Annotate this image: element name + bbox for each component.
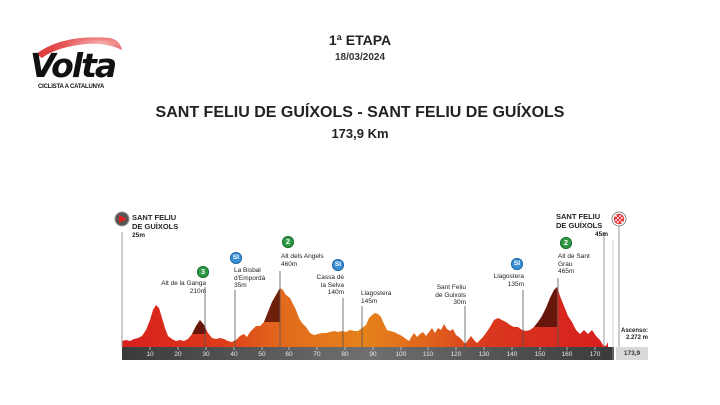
sprint-icon: SI — [511, 258, 523, 270]
axis-tick: 60 — [285, 351, 293, 358]
point-alt-de-sant-grau: Alt de Sant Grau 465m — [558, 253, 590, 276]
axis-tick: 170 — [589, 351, 601, 358]
axis-tick: 150 — [534, 351, 546, 358]
axis-tick: 120 — [450, 351, 462, 358]
axis-tick: 80 — [341, 351, 349, 358]
climb-category-3-icon: 3 — [197, 266, 209, 278]
logo-wordmark: Volta — [30, 46, 117, 85]
axis-tick: 10 — [146, 351, 154, 358]
point-la-bisbal: La Bisbal d'Empordà 35m — [234, 267, 265, 290]
start-name-line2: DE GUÍXOLS — [132, 222, 179, 231]
point-cassa-de-la-selva: Cassa de la Selva 140m — [306, 274, 344, 297]
logo-swoosh-icon — [36, 37, 122, 58]
point-sant-feliu-intermediate: Sant Feliu de Guixols 30m — [426, 284, 466, 307]
sprint-icon: SI — [230, 252, 242, 264]
start-altitude: 25m — [132, 232, 146, 239]
point-name-line2: de Guixols — [435, 291, 466, 299]
point-llagostera-sprint: Llagostera 135m — [488, 273, 524, 288]
axis-tick: 130 — [478, 351, 490, 358]
axis-tick: 90 — [369, 351, 377, 358]
point-name: Alt de la Ganga — [161, 280, 206, 287]
point-altitude: 35m — [234, 282, 247, 289]
axis-tick: 50 — [258, 351, 266, 358]
point-altitude: 135m — [507, 280, 524, 288]
total-distance-box: 173,9 — [616, 347, 648, 360]
climb-category-2-icon: 2 — [560, 237, 572, 249]
profile-area — [122, 287, 608, 347]
finish-label: SANT FELIU DE GUÍXOLS 45m — [556, 212, 608, 239]
route-distance: 173,9 Km — [331, 126, 389, 141]
logo-subtitle: CICLISTA A CATALUNYA — [38, 84, 105, 90]
axis-tick: 140 — [506, 351, 518, 358]
sprint-icon: SI — [332, 259, 344, 271]
axis-tick: 70 — [313, 351, 321, 358]
point-altitude: 210m — [189, 287, 206, 295]
point-name: Alt de Sant — [558, 253, 590, 260]
point-altitude: 30m — [453, 299, 466, 306]
finish-checkered-icon — [611, 211, 627, 227]
point-name-line2: Grau — [558, 260, 573, 268]
axis-tick: 20 — [174, 351, 182, 358]
start-label: SANT FELIU DE GUÍXOLS 25m — [132, 213, 178, 240]
climb-shading-ganga — [192, 320, 206, 334]
point-alt-de-la-ganga: Alt de la Ganga 210m — [150, 280, 206, 295]
axis-tick: 160 — [561, 351, 573, 358]
point-name: La Bisbal — [234, 267, 261, 274]
axis-tick: 30 — [202, 351, 210, 358]
point-altitude: 140m — [327, 289, 344, 296]
point-name: Cassa de — [316, 274, 344, 281]
point-alt-dels-angels: Alt dels Angels 460m — [281, 253, 324, 268]
finish-name-line1: SANT FELIU — [556, 212, 601, 221]
point-name: Sant Feliu — [436, 284, 466, 291]
route-title: SANT FELIU DE GUÍXOLS - SANT FELIU DE GU… — [155, 104, 565, 121]
total-ascent: Ascenso: 2.272 m — [620, 328, 648, 342]
start-flag-icon — [114, 211, 130, 227]
climb-category-2-icon: 2 — [282, 236, 294, 248]
stage-date: 18/03/2024 — [334, 52, 386, 63]
point-name: Llagostera — [493, 273, 524, 280]
stage-title: 1ª ETAPA — [328, 32, 392, 48]
axis-tick: 40 — [230, 351, 238, 358]
finish-altitude: 45m — [594, 231, 608, 238]
climb-shading-grau — [534, 287, 557, 327]
finish-name-line2: DE GUÍXOLS — [556, 221, 603, 230]
point-name-line2: d'Empordà — [234, 274, 266, 282]
axis-tick: 110 — [422, 351, 434, 358]
volta-logo: Volta CICLISTA A CATALUNYA — [28, 34, 128, 94]
start-name-line1: SANT FELIU — [132, 213, 177, 222]
point-llagostera: Llagostera 145m — [361, 290, 391, 305]
point-altitude: 465m — [558, 268, 575, 275]
point-name: Llagostera — [361, 290, 392, 297]
axis-tick: 100 — [395, 351, 407, 358]
point-name-line2: la Selva — [320, 281, 344, 289]
km-axis-bar — [122, 347, 614, 360]
point-name: Alt dels Angels — [281, 253, 324, 260]
point-altitude: 460m — [281, 260, 298, 268]
ascent-label: Ascenso: — [620, 328, 648, 334]
ascent-value: 2.272 m — [625, 335, 648, 341]
climb-shading-angels — [264, 288, 280, 322]
point-altitude: 145m — [361, 297, 378, 305]
